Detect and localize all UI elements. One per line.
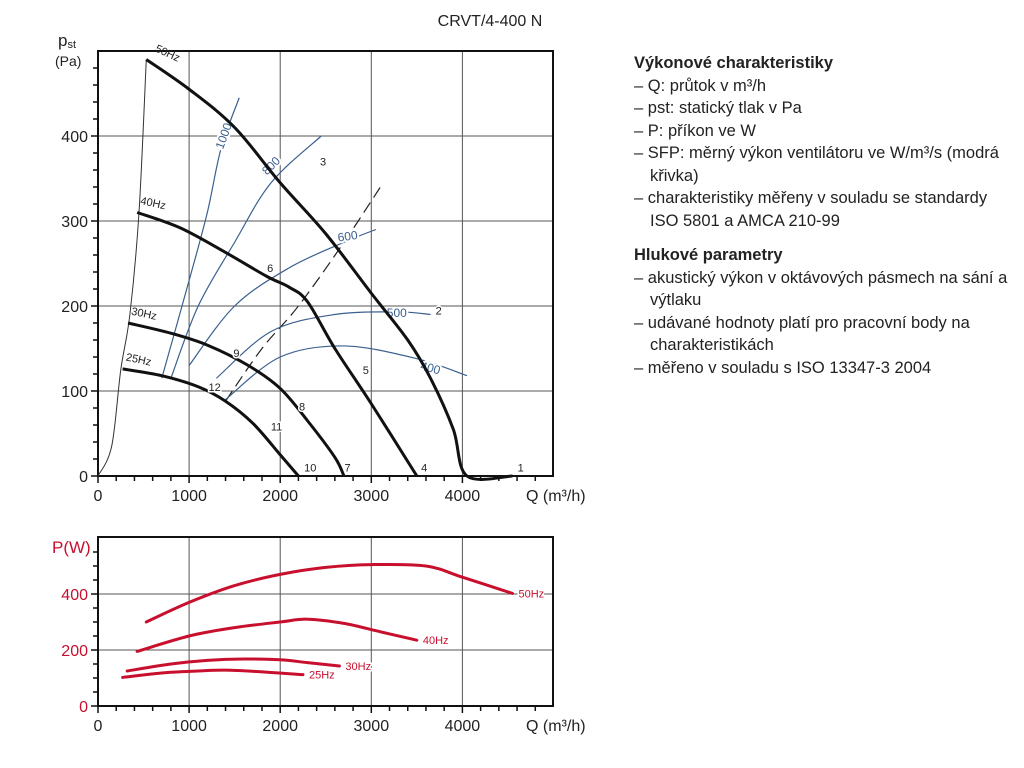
list-item: udávané hodnoty platí pro pracovní body … [634, 312, 1014, 357]
pressure-chart: 0 1000 2000 3000 4000 0 100 200 300 400 pst (Pa) Q (… [55, 31, 586, 505]
sfp-curve-1000 [161, 97, 240, 379]
power-curve-25Hz [121, 668, 305, 679]
operating-point-label: 7 [345, 463, 351, 475]
section-heading-performance: Výkonové charakteristiky [634, 54, 834, 72]
operating-point-label: 5 [363, 365, 369, 377]
y-axis-label: P(W) [52, 538, 91, 557]
frequency-label: 30Hz [130, 306, 158, 323]
plot-frame [97, 50, 554, 477]
x-tick-label: 3000 [354, 718, 390, 735]
list-item: charakteristiky měřeny v souladu se stan… [634, 187, 1014, 232]
x-tick-label: 1000 [171, 488, 207, 505]
power-curve-label: 40Hz [423, 635, 449, 647]
operating-point-label: 4 [421, 463, 427, 475]
system-curve [97, 59, 147, 477]
x-tick-label: 1000 [171, 718, 207, 735]
y-axis-label: pst [58, 31, 76, 51]
x-tick-label: 0 [94, 718, 103, 735]
x-axis-label: Q (m³/h) [526, 718, 586, 735]
power-curve-50Hz [144, 562, 515, 624]
power-chart: 0 1000 2000 3000 4000 0 200 400 P(W) Q (m³/h) 50Hz… [52, 536, 586, 735]
list-item: měřeno v souladu s ISO 13347-3 2004 [634, 357, 1014, 380]
x-tick-label: 0 [94, 488, 103, 505]
power-curve-label: 50Hz [519, 588, 545, 600]
operating-point-label: 12 [208, 382, 220, 394]
noise-list: akustický výkon v oktávových pásmech na … [634, 267, 1014, 380]
fan-curve-50Hz [145, 58, 513, 481]
operating-point-label: 9 [233, 348, 239, 360]
operating-point-label: 8 [299, 401, 305, 413]
description-panel: Výkonové charakteristiky Q: průtok v m³/… [634, 52, 1014, 391]
operating-point-label: 6 [267, 263, 273, 275]
x-tick-label: 3000 [354, 488, 390, 505]
section-heading-noise: Hlukové parametry [634, 246, 783, 264]
sfp-curve-500 [216, 311, 431, 379]
fan-curve-25Hz [122, 367, 300, 477]
list-item: Q: průtok v m³/h [634, 75, 1014, 98]
sfp-curve-400 [225, 345, 468, 400]
power-curve-30Hz [125, 657, 341, 673]
sfp-label: 600 [337, 228, 359, 245]
power-curve-label: 25Hz [309, 670, 335, 682]
frequency-label: 25Hz [125, 352, 153, 369]
operating-point-label: 11 [271, 422, 282, 434]
list-item: SFP: měrný výkon ventilátoru ve W/m³/s (… [634, 142, 1014, 187]
frequency-label: 40Hz [139, 195, 167, 212]
y-tick-label: 0 [79, 699, 88, 716]
x-tick-label: 2000 [262, 488, 298, 505]
list-item: akustický výkon v oktávových pásmech na … [634, 267, 1014, 312]
fan-curve-30Hz [127, 321, 346, 477]
operating-point-label: 3 [320, 157, 326, 169]
y-tick-label: 300 [61, 214, 88, 231]
y-tick-label: 200 [61, 643, 88, 660]
power-curve-label: 30Hz [345, 661, 371, 673]
operating-point-label: 2 [436, 305, 442, 317]
x-axis-label: Q (m³/h) [526, 488, 586, 505]
fan-curve-40Hz [136, 211, 419, 477]
sfp-curve-600 [188, 228, 377, 366]
performance-list: Q: průtok v m³/h pst: statický tlak v Pa… [634, 75, 1014, 233]
power-curve-40Hz [135, 617, 419, 653]
y-tick-label: 100 [61, 384, 88, 401]
x-tick-label: 4000 [445, 488, 481, 505]
y-tick-label: 400 [61, 129, 88, 146]
x-tick-label: 4000 [445, 718, 481, 735]
y-tick-label: 400 [61, 587, 88, 604]
y-tick-label: 200 [61, 299, 88, 316]
chart-title: CRVT/4-400 N [438, 13, 543, 30]
operating-point-label: 10 [304, 463, 316, 475]
list-item: P: příkon ve W [634, 120, 1014, 143]
y-tick-label: 0 [79, 469, 88, 486]
x-tick-label: 2000 [262, 718, 298, 735]
frequency-label: 50Hz [153, 43, 181, 65]
list-item: pst: statický tlak v Pa [634, 97, 1014, 120]
sfp-curve-800 [170, 135, 322, 379]
y-axis-unit: (Pa) [55, 53, 81, 69]
operating-point-label: 1 [518, 463, 524, 475]
